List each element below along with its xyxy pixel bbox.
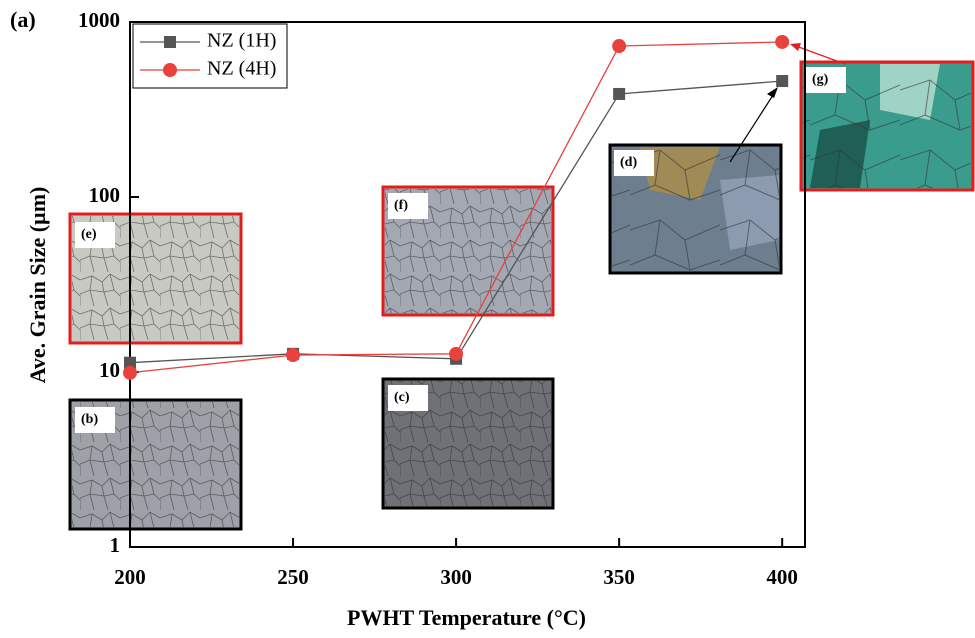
insets: (e) (b) (f) (c) (d) xyxy=(70,43,973,529)
inset: (d) xyxy=(610,145,781,273)
inset-label: (c) xyxy=(394,390,410,405)
x-axis-title: PWHT Temperature (°C) xyxy=(347,605,586,630)
panel-label: (a) xyxy=(10,7,36,32)
y-tick-label: 10 xyxy=(99,358,120,382)
inset-label: (e) xyxy=(81,227,97,242)
arrow-head xyxy=(790,43,801,51)
y-tick-label: 1000 xyxy=(78,8,120,32)
legend-marker xyxy=(164,36,176,48)
x-tick-label: 250 xyxy=(277,565,309,589)
data-point xyxy=(776,75,788,87)
data-point xyxy=(123,366,137,380)
inset: (e) xyxy=(70,214,241,343)
data-point xyxy=(286,348,300,362)
data-point xyxy=(613,88,625,100)
y-axis-title: Ave. Grain Size (µm) xyxy=(25,187,50,384)
x-tick-label: 300 xyxy=(440,565,472,589)
inset-label: (b) xyxy=(81,412,98,427)
inset-label: (d) xyxy=(620,155,637,170)
inset: (b) xyxy=(70,400,241,529)
data-point xyxy=(449,347,463,361)
y-tick-label: 100 xyxy=(89,183,121,207)
inset: (f) xyxy=(383,187,553,315)
legend-label: NZ (1H) xyxy=(207,30,276,52)
x-tick-label: 350 xyxy=(603,565,635,589)
chart: (a) (e) (b) (f) (c) xyxy=(0,0,975,638)
inset: (g) xyxy=(801,62,973,190)
data-point xyxy=(612,39,626,53)
legend-label: NZ (4H) xyxy=(207,58,276,80)
inset: (c) xyxy=(383,379,553,508)
inset-label: (g) xyxy=(812,72,829,87)
legend-marker xyxy=(163,63,177,77)
data-point xyxy=(775,35,789,49)
x-tick-label: 200 xyxy=(114,565,146,589)
y-tick-label: 1 xyxy=(110,533,121,557)
x-tick-label: 400 xyxy=(766,565,798,589)
arrow-head xyxy=(767,87,778,98)
inset-label: (f) xyxy=(394,198,408,213)
